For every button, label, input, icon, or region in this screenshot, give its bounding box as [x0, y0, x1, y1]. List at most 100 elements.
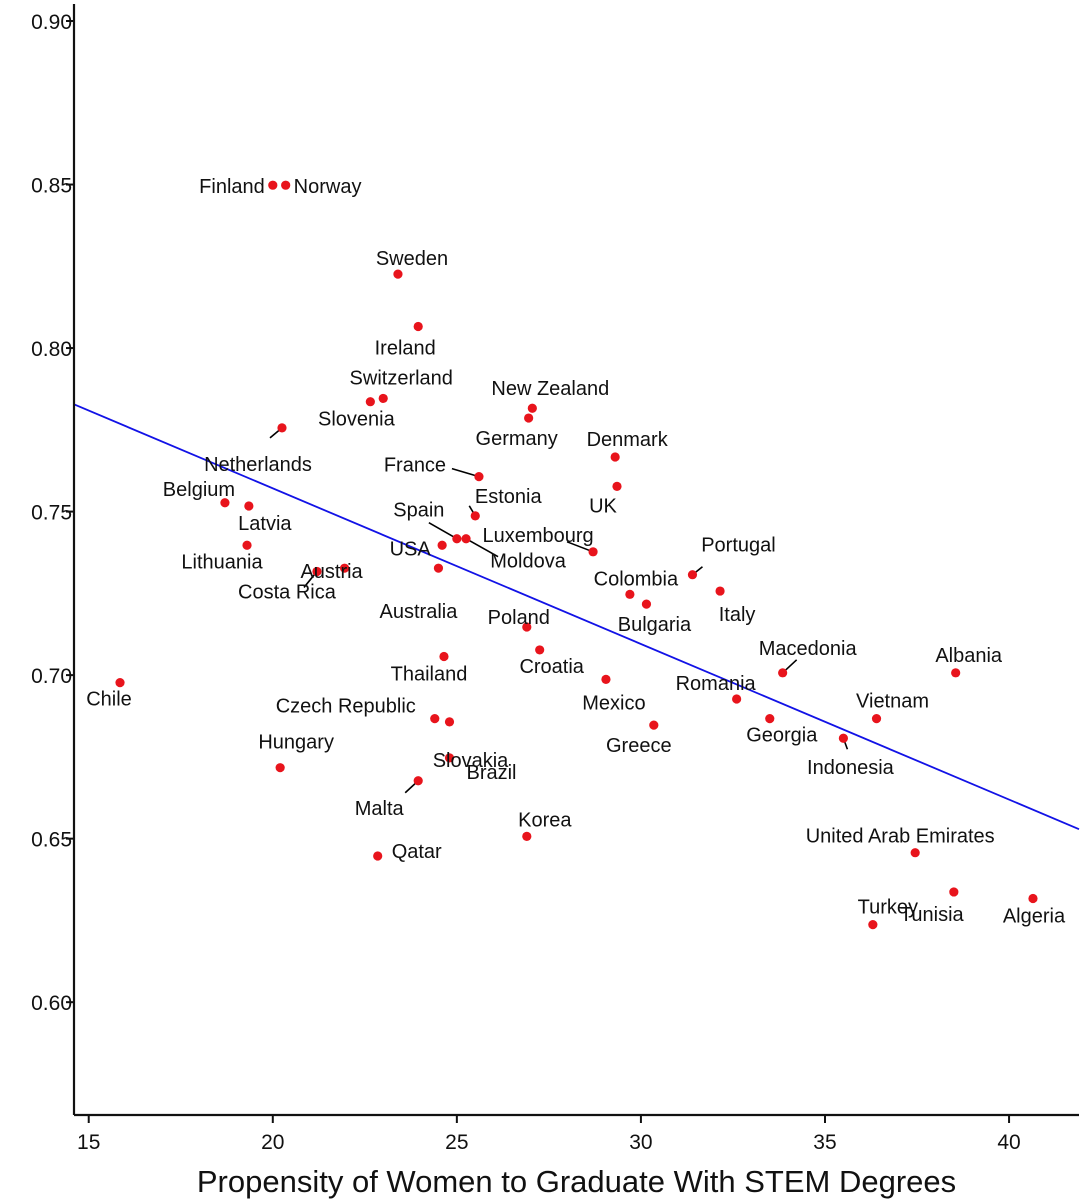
point-label: Slovenia	[318, 409, 396, 431]
x-tick-label: 15	[77, 1131, 100, 1154]
data-point	[612, 481, 622, 492]
x-tick-label: 25	[445, 1131, 468, 1154]
y-tick-label: 0.75	[31, 502, 72, 525]
data-point	[413, 776, 423, 786]
point-label: Netherlands	[204, 454, 312, 476]
data-point	[610, 452, 620, 462]
point-label: UK	[589, 495, 617, 517]
data-point	[470, 511, 480, 521]
y-axis-ticks: 0.60 0.65 0.70 0.75 0.80 0.85 0.90	[31, 11, 74, 1015]
point-label: Sweden	[376, 248, 448, 270]
point-label: New Zealand	[491, 378, 609, 400]
data-point	[339, 563, 350, 573]
data-point	[949, 887, 959, 897]
data-point	[649, 720, 659, 730]
data-point	[275, 763, 285, 773]
data-point	[452, 534, 462, 544]
data-point	[838, 733, 848, 743]
data-point	[524, 413, 534, 423]
data-point	[687, 570, 698, 580]
point-label: Mexico	[582, 692, 645, 714]
point-label: Latvia	[238, 513, 292, 535]
data-point	[312, 566, 322, 577]
point-label: Austria	[300, 561, 363, 583]
data-point	[220, 498, 230, 508]
data-point	[641, 599, 652, 609]
country-labels: Finland Norway Sweden Ireland Switzerland Slo…	[86, 176, 1066, 927]
point-label: Indonesia	[807, 757, 895, 779]
x-axis-ticks: 15 20 25 30 35 40	[77, 1115, 1021, 1154]
y-tick-label: 0.70	[31, 665, 72, 688]
data-point	[732, 694, 742, 704]
point-label: Albania	[935, 645, 1003, 667]
leader-line	[465, 538, 499, 558]
point-label: France	[384, 455, 446, 477]
point-label: Tunisia	[900, 904, 965, 926]
point-label: Norway	[294, 176, 362, 198]
point-label: Korea	[518, 809, 572, 831]
y-tick-label: 0.65	[31, 829, 72, 852]
data-point	[413, 321, 423, 332]
point-label: Colombia	[594, 568, 679, 590]
point-label: Italy	[719, 604, 756, 626]
x-axis-title: Propensity of Women to Graduate With STE…	[197, 1164, 956, 1199]
point-label: USA	[390, 538, 432, 560]
point-label: Thailand	[391, 663, 468, 685]
y-tick-label: 0.80	[31, 338, 72, 361]
regression-line	[73, 403, 1080, 830]
point-label: Australia	[380, 601, 459, 623]
y-tick-label: 0.60	[31, 992, 72, 1015]
data-point	[1028, 893, 1038, 904]
point-label: Moldova	[490, 551, 566, 573]
point-label: Brazil	[466, 762, 516, 784]
data-point	[115, 678, 125, 688]
x-tick-label: 30	[629, 1131, 652, 1154]
data-point	[474, 471, 484, 482]
data-point	[439, 651, 449, 662]
point-label: Romania	[676, 673, 757, 695]
point-label: Chile	[86, 689, 132, 711]
point-label: Denmark	[587, 429, 669, 451]
regression-line-group	[73, 403, 1080, 830]
x-tick-label: 40	[997, 1131, 1020, 1154]
y-tick-label: 0.90	[31, 11, 72, 34]
point-label: Croatia	[519, 656, 584, 678]
point-label: Poland	[488, 607, 550, 629]
data-point	[715, 586, 725, 596]
point-label: Czech Republic	[276, 696, 416, 718]
point-label: Slovakia	[433, 750, 509, 772]
data-point	[588, 547, 598, 557]
point-label: Costa Rica	[238, 581, 337, 603]
point-label: Malta	[355, 798, 405, 820]
data-point	[373, 851, 383, 861]
y-tick-label: 0.85	[31, 175, 72, 198]
point-label: Estonia	[475, 486, 543, 508]
data-point	[268, 180, 278, 190]
data-point	[951, 668, 961, 678]
point-label: Germany	[476, 428, 558, 450]
data-point	[437, 540, 447, 550]
point-label: Algeria	[1003, 905, 1066, 927]
point-label: Qatar	[392, 841, 442, 863]
leader-line	[566, 541, 594, 553]
point-label: Lithuania	[181, 551, 263, 573]
data-point	[444, 753, 455, 763]
data-point	[433, 563, 444, 573]
data-point	[461, 534, 471, 544]
data-point	[868, 920, 878, 930]
point-label: Georgia	[746, 725, 818, 747]
point-label: Macedonia	[759, 638, 858, 660]
point-label: Belgium	[163, 479, 235, 501]
data-point	[871, 714, 882, 724]
data-point	[430, 714, 440, 724]
x-tick-label: 20	[261, 1131, 284, 1154]
leader-line	[451, 467, 480, 478]
point-label: United Arab Emirates	[806, 826, 995, 848]
point-label: Finland	[199, 176, 265, 198]
data-point	[365, 397, 375, 407]
point-label: Hungary	[258, 732, 334, 754]
data-point	[281, 180, 291, 190]
data-point	[277, 423, 287, 433]
point-label: Turkey	[858, 897, 918, 919]
